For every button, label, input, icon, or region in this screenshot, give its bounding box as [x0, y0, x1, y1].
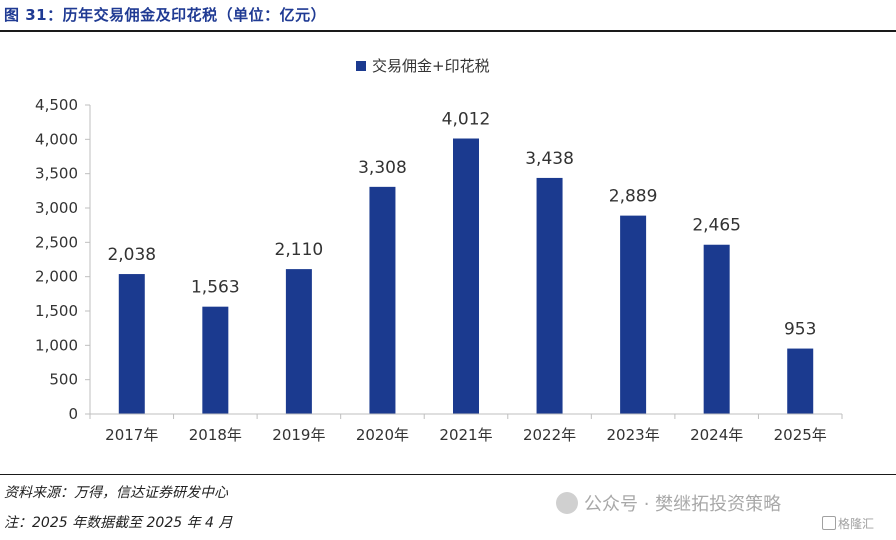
- y-tick-label: 4,500: [35, 96, 78, 114]
- bottom-rule: [0, 474, 896, 475]
- x-tick-label: 2020年: [356, 426, 409, 444]
- data-label: 2,889: [609, 187, 658, 207]
- y-tick-label: 2,500: [35, 233, 78, 251]
- logo-text: 格隆汇: [838, 517, 875, 531]
- legend: 交易佣金+印花税: [356, 57, 490, 75]
- bar: [118, 274, 145, 414]
- bars-group: 2,038 1,563 2,110 3,308 4,012 3,438 2,889 2,465…: [107, 110, 816, 414]
- x-tick-label: 2021年: [439, 426, 492, 444]
- y-axis: 0 500 1,000 1,500 2,000 2,500 3,000 3,500 4,000 4…: [35, 96, 91, 423]
- x-tick-label: 2018年: [189, 426, 242, 444]
- x-tick-label: 2017年: [105, 426, 158, 444]
- data-label: 2,110: [275, 240, 324, 260]
- x-tick-label: 2022年: [523, 426, 576, 444]
- top-rule: [0, 30, 896, 32]
- legend-label: 交易佣金+印花税: [372, 57, 490, 75]
- data-label: 3,438: [525, 149, 574, 169]
- x-tick-label: 2025年: [774, 426, 827, 444]
- y-tick-label: 4,000: [35, 130, 78, 148]
- footnote: 注：2025 年数据截至 2025 年 4 月: [4, 515, 233, 531]
- y-tick-label: 3,500: [35, 165, 78, 183]
- data-label: 2,038: [107, 245, 156, 265]
- x-tick-label: 2024年: [690, 426, 743, 444]
- data-label: 4,012: [442, 110, 491, 130]
- legend-swatch: [356, 61, 366, 71]
- y-tick-label: 500: [49, 371, 78, 389]
- y-tick-label: 1,500: [35, 302, 78, 320]
- bar: [703, 244, 730, 414]
- bar: [536, 177, 563, 414]
- bar-chart: 交易佣金+印花税 0 500 1,000 1,500 2,000 2,500 3,000 3,…: [35, 57, 843, 444]
- bar: [369, 186, 396, 414]
- x-axis: 2017年 2018年 2019年 2020年 2021年 2022年 2023年 2024年…: [89, 413, 843, 444]
- logo: 格隆汇: [822, 515, 874, 532]
- data-label: 953: [784, 320, 816, 340]
- x-tick-label: 2019年: [272, 426, 325, 444]
- bar: [620, 215, 647, 414]
- logo-icon: [822, 516, 836, 530]
- source-note: 资料来源：万得，信达证券研发中心: [4, 485, 228, 501]
- data-label: 3,308: [358, 158, 407, 178]
- y-tick-label: 0: [68, 405, 78, 423]
- bar: [453, 138, 479, 414]
- y-tick-label: 1,000: [35, 336, 78, 354]
- bar: [787, 348, 814, 414]
- bar: [285, 269, 312, 414]
- data-label: 2,465: [692, 216, 741, 236]
- bar: [202, 306, 229, 414]
- x-tick-label: 2023年: [607, 426, 660, 444]
- data-label: 1,563: [191, 278, 240, 298]
- y-tick-label: 2,000: [35, 268, 78, 286]
- watermark-text: 公众号 · 樊继拓投资策略: [584, 494, 782, 515]
- y-tick-label: 3,000: [35, 199, 78, 217]
- watermark: 公众号 · 樊继拓投资策略: [556, 490, 781, 516]
- figure-title: 图 31：历年交易佣金及印花税（单位：亿元）: [4, 6, 327, 24]
- wechat-icon: [556, 492, 578, 514]
